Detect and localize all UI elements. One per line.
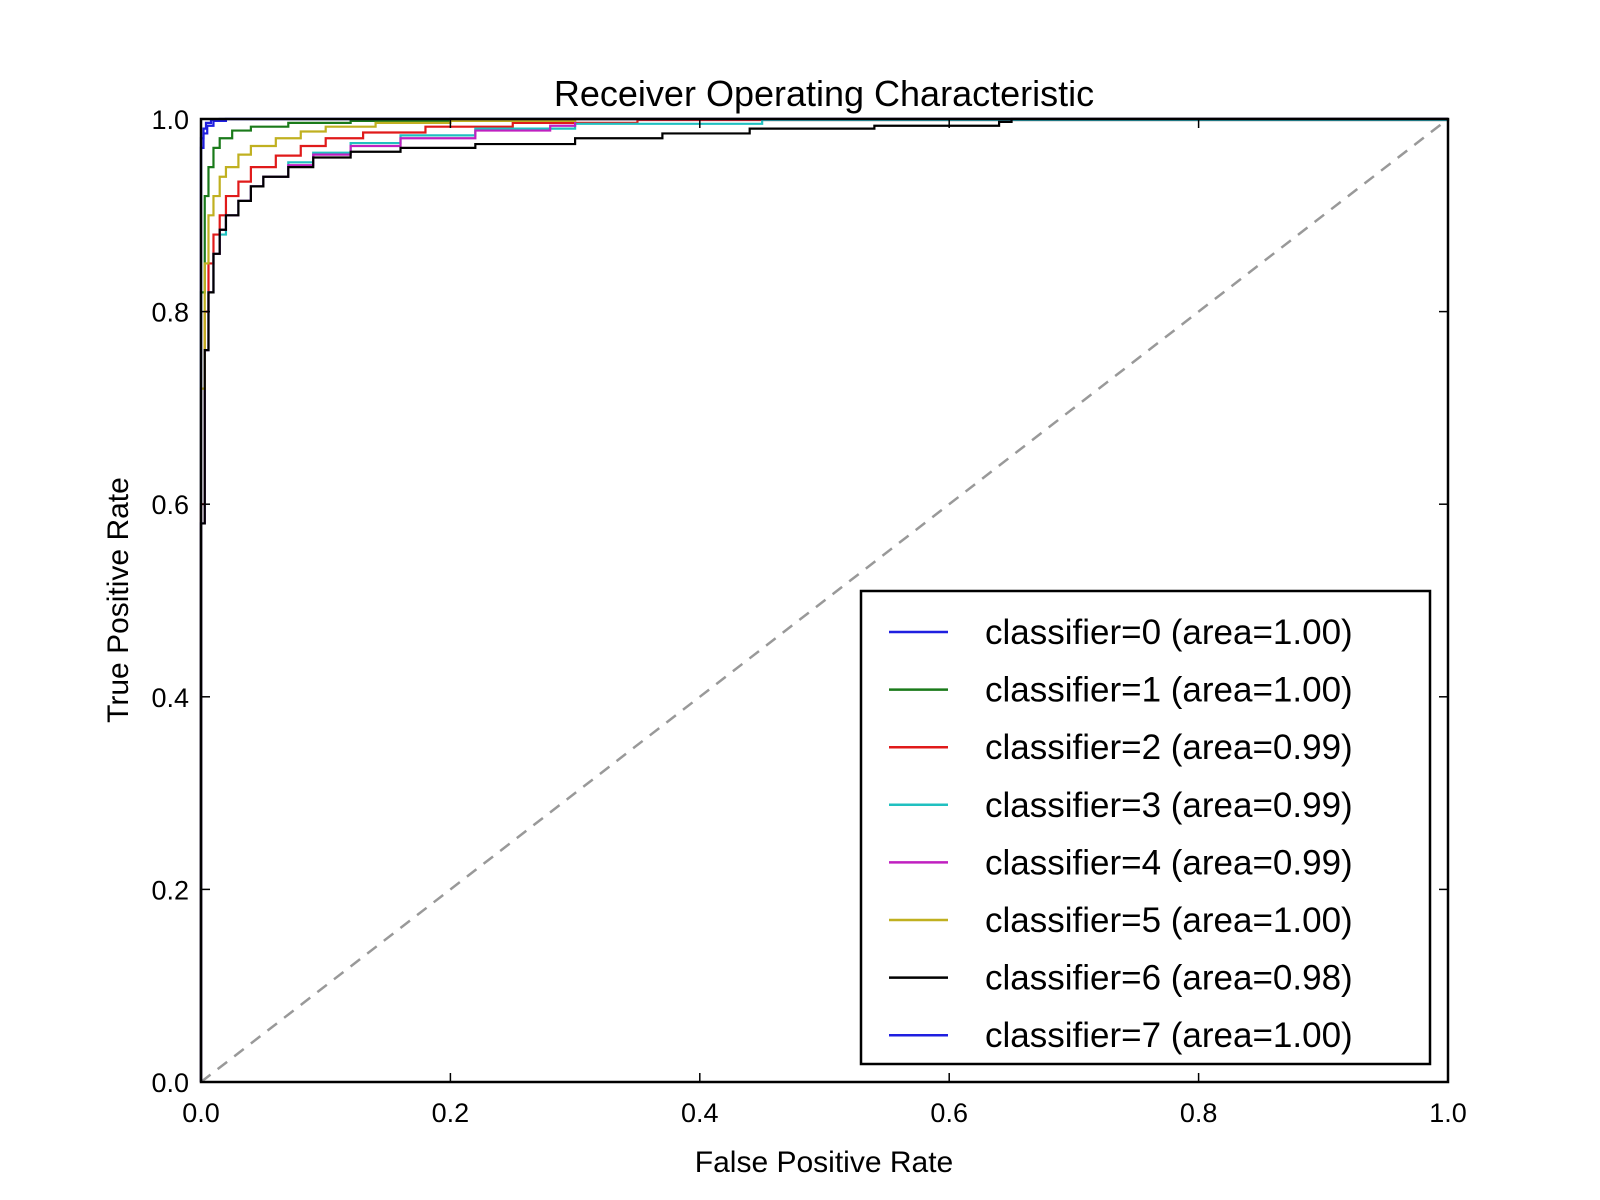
y-tick-label: 0.8	[151, 298, 189, 328]
x-tick-label: 0.6	[930, 1098, 968, 1128]
y-tick-label: 0.4	[151, 683, 189, 713]
axis-tick-labels: 0.0 0.2 0.4 0.6 0.8 1.0 0.0 0.2 0.4 0.6 0.8 1.0	[151, 105, 1466, 1128]
legend-label-classifier-2: classifier=2 (area=0.99)	[985, 728, 1353, 767]
legend-label-classifier-0: classifier=0 (area=1.00)	[985, 613, 1353, 652]
chart-title: Receiver Operating Characteristic	[554, 73, 1094, 114]
x-tick-label: 0.0	[182, 1098, 220, 1128]
y-axis-label: True Positive Rate	[102, 477, 135, 723]
x-axis-label: False Positive Rate	[695, 1146, 953, 1179]
legend-label-classifier-1: classifier=1 (area=1.00)	[985, 671, 1353, 710]
y-tick-label: 0.0	[151, 1068, 189, 1098]
legend-label-classifier-7: classifier=7 (area=1.00)	[985, 1016, 1353, 1055]
x-tick-label: 1.0	[1429, 1098, 1467, 1128]
legend-label-classifier-4: classifier=4 (area=0.99)	[985, 843, 1353, 882]
plot-lines	[199, 117, 1450, 1083]
plot-frame	[199, 117, 1450, 1084]
x-tick-label: 0.2	[432, 1098, 470, 1128]
series-line-classifier-5	[199, 117, 1448, 1082]
series-line-classifier-1	[199, 117, 1448, 1082]
y-tick-label: 1.0	[151, 105, 189, 135]
legend-box	[859, 589, 1432, 1066]
y-tick-label: 0.6	[151, 490, 189, 520]
legend: classifier=0 (area=1.00) classifier=1 (ar…	[859, 589, 1432, 1066]
axis-ticks	[200, 118, 1449, 1083]
legend-label-classifier-3: classifier=3 (area=0.99)	[985, 786, 1353, 825]
legend-label-classifier-5: classifier=5 (area=1.00)	[985, 901, 1353, 940]
y-tick-label: 0.2	[151, 875, 189, 905]
x-tick-label: 0.8	[1180, 1098, 1218, 1128]
diagonal-reference-line	[200, 118, 1449, 1083]
series-line-classifier-6	[199, 117, 1448, 1082]
x-tick-label: 0.4	[681, 1098, 719, 1128]
series-line-classifier-0	[199, 117, 1448, 1082]
legend-entries: classifier=0 (area=1.00) classifier=1 (ar…	[889, 613, 1353, 1055]
legend-label-classifier-6: classifier=6 (area=0.98)	[985, 959, 1353, 998]
